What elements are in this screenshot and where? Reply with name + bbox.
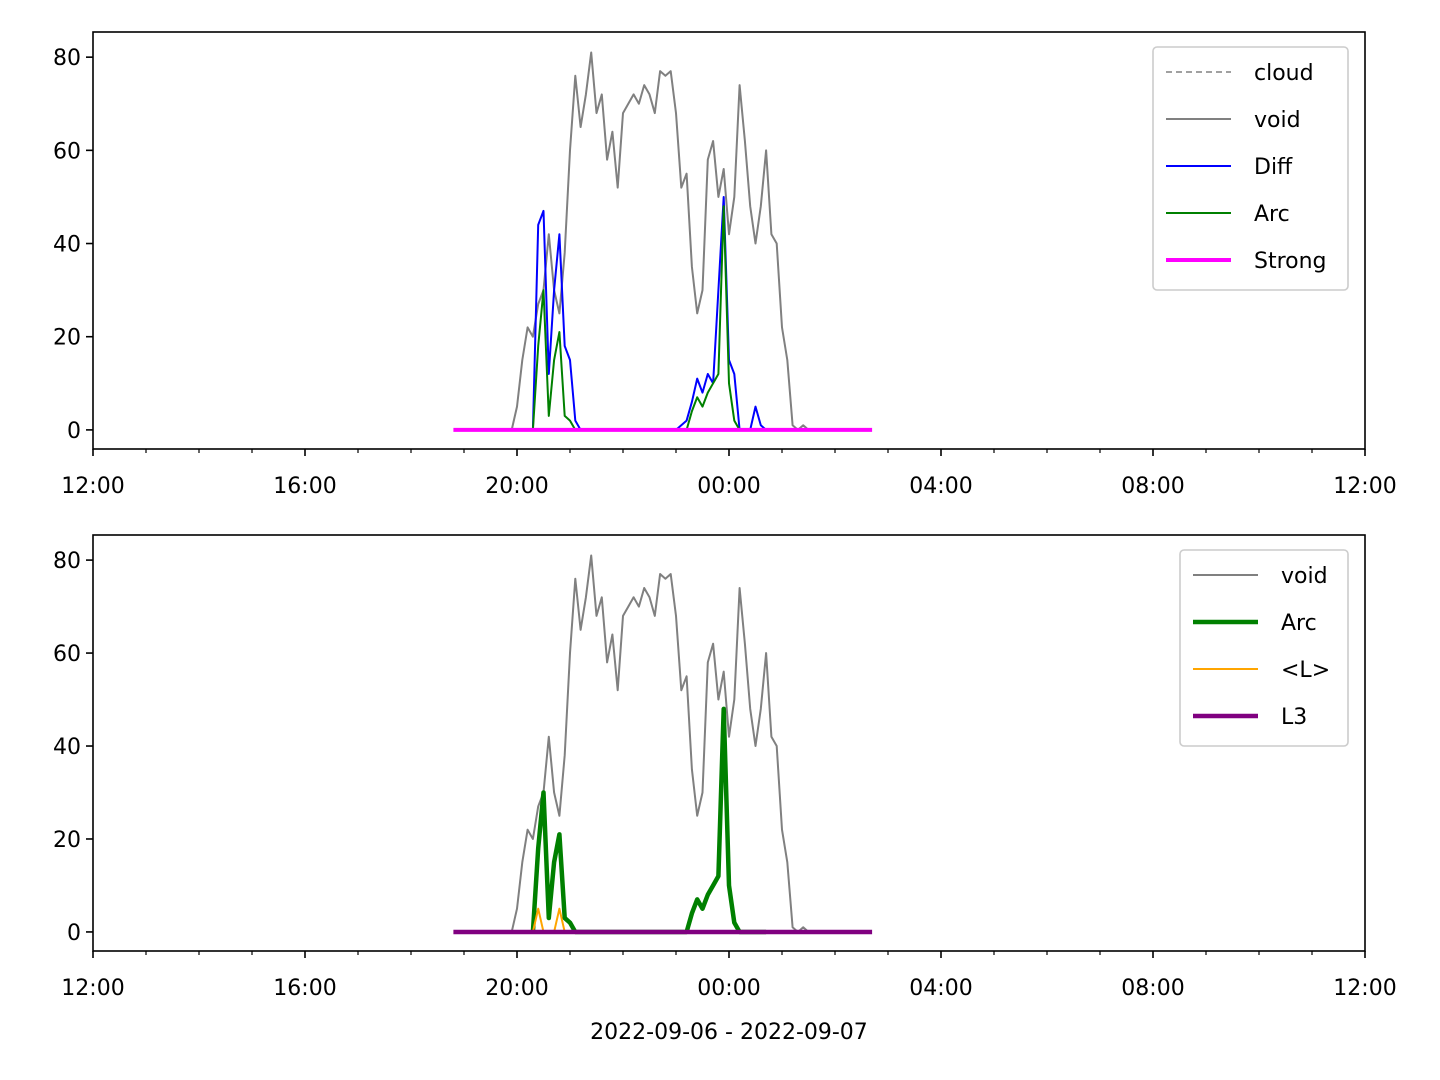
x-tick-label: 00:00 — [697, 474, 760, 499]
x-tick-label: 16:00 — [273, 976, 336, 1001]
y-tick-label: 0 — [67, 921, 81, 946]
series-line — [531, 205, 767, 431]
legend-label: Strong — [1254, 249, 1327, 274]
y-tick-label: 40 — [53, 233, 81, 258]
axes-frame — [92, 31, 1366, 450]
y-tick-label: 80 — [53, 46, 81, 71]
y-tick-label: 80 — [53, 549, 81, 574]
x-tick-label: 12:00 — [61, 976, 124, 1001]
x-tick-label: 08:00 — [1121, 474, 1184, 499]
x-tick-label: 04:00 — [909, 474, 972, 499]
x-tick-label: 20:00 — [485, 474, 548, 499]
x-tick-label: 12:00 — [1333, 474, 1396, 499]
legend-label: Arc — [1281, 611, 1317, 636]
x-tick-label: 00:00 — [697, 976, 760, 1001]
x-tick-label: 12:00 — [61, 474, 124, 499]
legend-label: Diff — [1254, 155, 1293, 180]
x-axis-label: 2022-09-06 - 2022-09-07 — [590, 1020, 868, 1045]
y-tick-label: 60 — [53, 139, 81, 164]
legend-label: Arc — [1254, 202, 1290, 227]
legend-label: cloud — [1254, 61, 1314, 86]
y-tick-label: 20 — [53, 828, 81, 853]
y-tick-label: 60 — [53, 642, 81, 667]
series-line — [510, 554, 810, 933]
y-tick-label: 40 — [53, 735, 81, 760]
legend-box — [1152, 46, 1349, 291]
legend-box — [1179, 549, 1349, 747]
legend-label: <L> — [1281, 658, 1330, 683]
x-tick-label: 20:00 — [485, 976, 548, 1001]
y-tick-label: 20 — [53, 326, 81, 351]
axes-frame — [92, 534, 1366, 952]
x-tick-label: 08:00 — [1121, 976, 1184, 1001]
legend-label: void — [1281, 564, 1328, 589]
x-tick-label: 04:00 — [909, 976, 972, 1001]
series-line — [530, 706, 767, 935]
legend-label: void — [1254, 108, 1301, 133]
y-tick-label: 0 — [67, 419, 81, 444]
legend-label: L3 — [1281, 705, 1307, 730]
x-tick-label: 16:00 — [273, 474, 336, 499]
series-line — [510, 51, 810, 431]
x-tick-label: 12:00 — [1333, 976, 1396, 1001]
